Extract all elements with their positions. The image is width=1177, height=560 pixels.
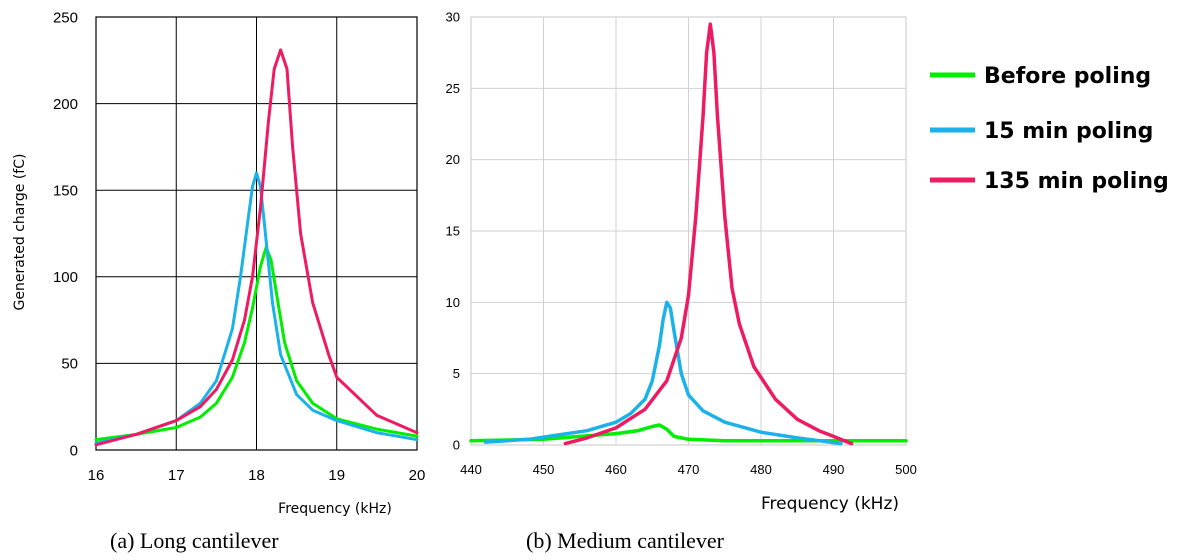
y-tick-label: 250: [53, 9, 78, 26]
x-tick-label: 20: [409, 467, 426, 484]
y-tick-label: 50: [61, 356, 78, 373]
x-tick-label: 500: [895, 462, 917, 477]
y-tick-label: 5: [453, 366, 460, 381]
series-line-a-0: [94, 245, 419, 442]
panel-b-medium-cantilever: 440 450 460 470 480 490 500 0 5 10 15 20 25 30 Frequen…: [446, 10, 917, 514]
y-axis-label: Generated charge (fC): [12, 154, 28, 311]
series-line-b-0: [469, 423, 908, 443]
legend-entry: 15 min poling: [984, 119, 1153, 144]
x-tick-label: 18: [248, 467, 265, 484]
series-line-a-2: [94, 48, 419, 447]
y-tick-label: 0: [453, 438, 460, 453]
y-tick-label: 20: [446, 152, 460, 167]
x-tick-label: 460: [605, 462, 627, 477]
x-axis-label: Frequency (kHz): [761, 494, 899, 514]
y-tick-label: 0: [70, 442, 78, 459]
y-tick-label: 25: [446, 81, 460, 96]
y-tick-label: 150: [53, 182, 78, 199]
y-tick-label: 100: [53, 269, 78, 286]
x-tick-label: 450: [533, 462, 555, 477]
x-tick-label: 17: [168, 467, 185, 484]
x-tick-label: 19: [328, 467, 345, 484]
legend-entry: Before poling: [984, 64, 1151, 89]
x-tick-label: 16: [88, 467, 105, 484]
x-tick-label: 490: [823, 462, 845, 477]
series-line-b-2: [563, 22, 854, 446]
legend: Before poling 15 min poling 135 min poling: [930, 64, 1169, 194]
caption-b: (b) Medium cantilever: [526, 528, 725, 553]
legend-entry: 135 min poling: [984, 169, 1169, 194]
series-line-b-1: [483, 300, 843, 446]
x-tick-label: 480: [750, 462, 772, 477]
x-axis-label: Frequency (kHz): [278, 501, 392, 517]
y-tick-label: 15: [446, 224, 460, 239]
x-tick-label: 440: [460, 462, 482, 477]
x-tick-label: 470: [678, 462, 700, 477]
plot-frame: [470, 16, 907, 446]
plot-frame: [95, 16, 418, 451]
series-line-a-1: [94, 171, 419, 445]
y-tick-label: 200: [53, 96, 78, 113]
y-tick-label: 30: [446, 10, 460, 25]
caption-a: (a) Long cantilever: [110, 528, 279, 553]
y-tick-label: 10: [446, 295, 460, 310]
